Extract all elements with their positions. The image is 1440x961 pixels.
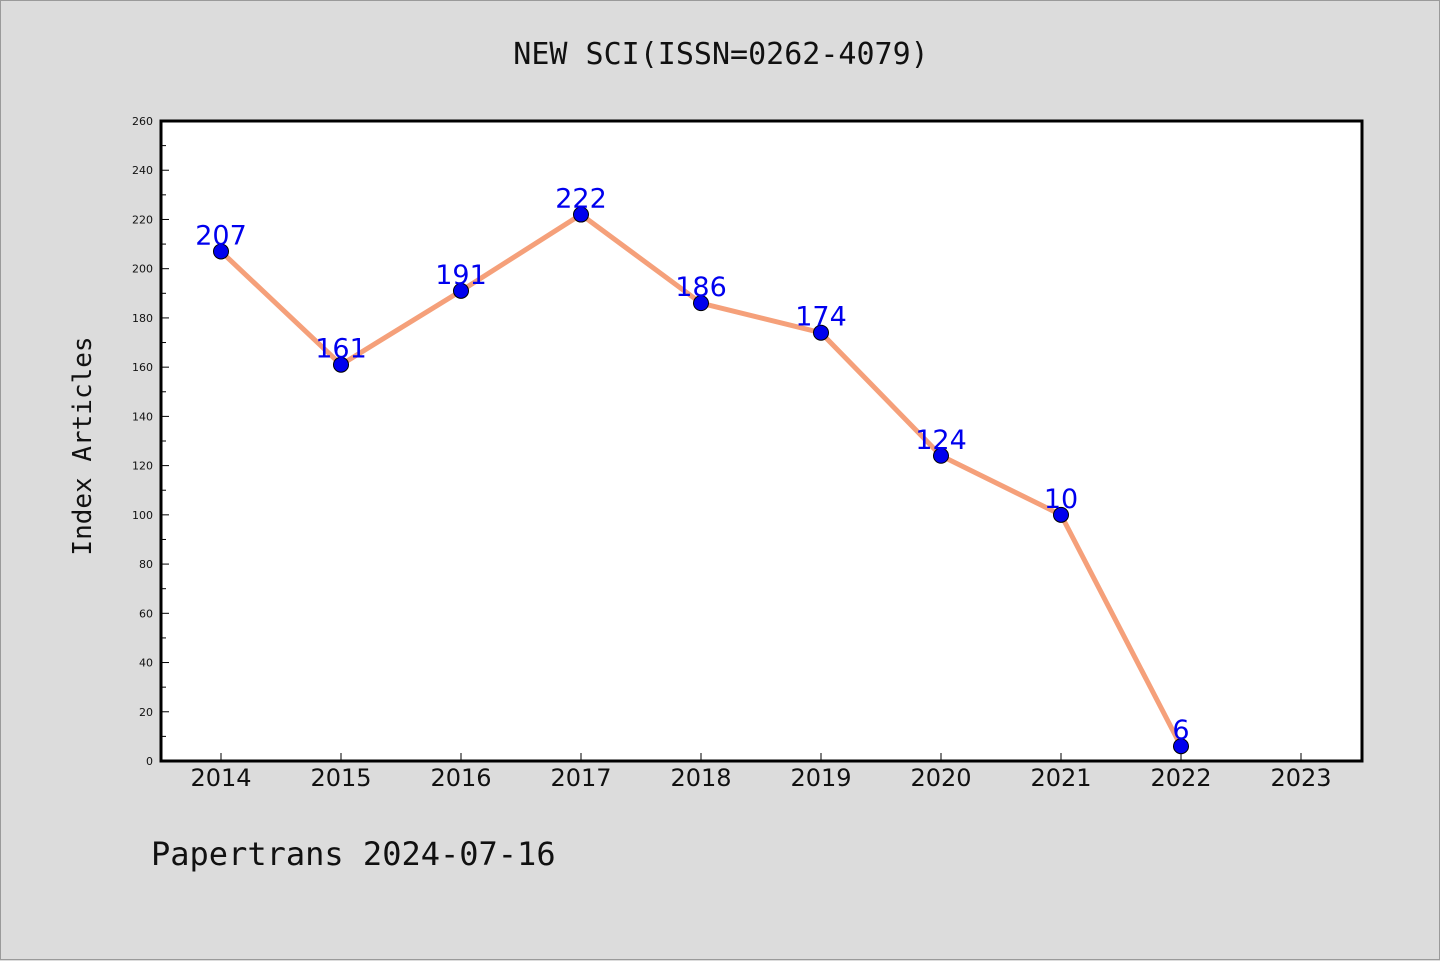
- data-point: [573, 206, 589, 223]
- y-tick-label: 200: [132, 263, 153, 276]
- data-point: [333, 356, 349, 373]
- data-point: [933, 447, 949, 464]
- data-point: [453, 282, 469, 299]
- data-point: [213, 243, 229, 260]
- x-tick-label: 2015: [310, 764, 371, 792]
- x-tick-label: 2022: [1150, 764, 1211, 792]
- x-tick-label: 2016: [430, 764, 491, 792]
- x-tick-label: 2018: [670, 764, 731, 792]
- y-tick-label: 180: [132, 312, 153, 325]
- y-tick-label: 140: [132, 410, 153, 423]
- y-tick-label: 260: [132, 115, 153, 128]
- data-label: 10: [1044, 484, 1078, 515]
- data-label: 161: [315, 334, 367, 365]
- y-tick-label: 220: [132, 213, 153, 226]
- data-point: [1173, 738, 1189, 755]
- y-tick-label: 120: [132, 460, 153, 473]
- y-tick-label: 60: [139, 607, 153, 620]
- y-tick-label: 100: [132, 509, 153, 522]
- x-tick-label: 2019: [790, 764, 851, 792]
- y-tick-label: 240: [132, 164, 153, 177]
- data-label: 6: [1172, 715, 1189, 746]
- x-tick-label: 2023: [1270, 764, 1331, 792]
- y-tick-label: 40: [139, 657, 153, 670]
- y-tick-label: 80: [139, 558, 153, 571]
- x-tick-label: 2014: [190, 764, 251, 792]
- y-tick-label: 20: [139, 706, 153, 719]
- y-tick-label: 160: [132, 361, 153, 374]
- plot-area: [161, 121, 1362, 761]
- data-label: 222: [555, 184, 607, 215]
- data-point: [813, 324, 829, 341]
- data-point: [1053, 506, 1069, 523]
- data-label: 191: [435, 260, 487, 291]
- chart-title: NEW SCI(ISSN=0262-4079): [513, 37, 929, 72]
- y-tick-label: 0: [146, 755, 153, 768]
- x-tick-label: 2021: [1030, 764, 1091, 792]
- data-label: 174: [795, 302, 847, 333]
- x-tick-label: 2017: [550, 764, 611, 792]
- plot-frame: [159, 119, 1364, 763]
- footer-credit: Papertrans 2024-07-16: [151, 835, 556, 873]
- data-label: 124: [915, 425, 967, 456]
- x-tick-label: 2020: [910, 764, 971, 792]
- data-label: 207: [195, 220, 247, 251]
- y-axis-label: Index Articles: [68, 336, 98, 555]
- data-point: [693, 295, 709, 312]
- data-label: 186: [675, 272, 727, 303]
